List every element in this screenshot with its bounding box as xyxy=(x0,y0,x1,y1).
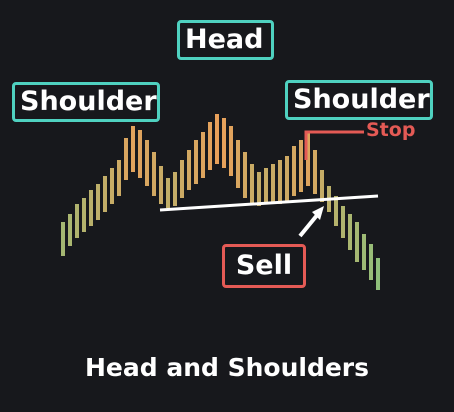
price-bar xyxy=(89,190,93,226)
price-bar xyxy=(229,126,233,176)
price-bar xyxy=(236,140,240,188)
neckline xyxy=(159,194,379,212)
price-bar xyxy=(117,160,121,196)
price-bar xyxy=(75,204,79,238)
price-bar xyxy=(271,164,275,202)
price-bar xyxy=(285,156,289,202)
price-bar xyxy=(222,118,226,168)
stop-line xyxy=(304,130,364,160)
price-bar xyxy=(201,132,205,178)
price-bar xyxy=(278,160,282,204)
price-bar xyxy=(82,198,86,232)
price-bar xyxy=(187,150,191,190)
price-bar xyxy=(243,152,247,198)
price-bar xyxy=(138,130,142,178)
stop-label: Stop xyxy=(366,119,416,141)
price-bar xyxy=(313,150,317,194)
price-bar xyxy=(369,244,373,280)
price-bar xyxy=(250,164,254,204)
right-shoulder-label: Shoulder xyxy=(285,80,433,120)
price-bar xyxy=(208,122,212,170)
price-bar xyxy=(61,222,65,256)
price-bar xyxy=(159,166,163,204)
price-bar xyxy=(257,172,261,206)
price-bar xyxy=(348,214,352,250)
price-bar xyxy=(110,168,114,204)
price-bar xyxy=(264,168,268,204)
price-bar xyxy=(145,140,149,186)
price-bar xyxy=(320,170,324,202)
price-bar xyxy=(124,138,128,180)
breakout-arrow-icon xyxy=(312,206,324,220)
diagram-caption: Head and Shoulders xyxy=(84,353,370,382)
breakout-arrow-shaft xyxy=(298,212,320,238)
price-bar xyxy=(362,234,366,270)
sell-label: Sell xyxy=(222,244,306,288)
price-bar xyxy=(180,160,184,198)
price-bar xyxy=(292,146,296,196)
price-bar xyxy=(152,152,156,196)
price-bar xyxy=(103,176,107,212)
price-bar xyxy=(215,114,219,164)
left-shoulder-label: Shoulder xyxy=(12,82,160,122)
price-bar xyxy=(334,196,338,226)
price-bar xyxy=(341,206,345,238)
price-bar xyxy=(376,258,380,290)
price-bar xyxy=(96,184,100,220)
price-bar xyxy=(306,132,310,186)
price-bar xyxy=(166,178,170,208)
head-label: Head xyxy=(177,20,274,60)
price-bar xyxy=(173,172,177,206)
price-bar xyxy=(68,214,72,246)
price-bar xyxy=(299,140,303,192)
price-bar xyxy=(131,126,135,172)
price-bar xyxy=(355,222,359,262)
price-bar xyxy=(194,140,198,184)
